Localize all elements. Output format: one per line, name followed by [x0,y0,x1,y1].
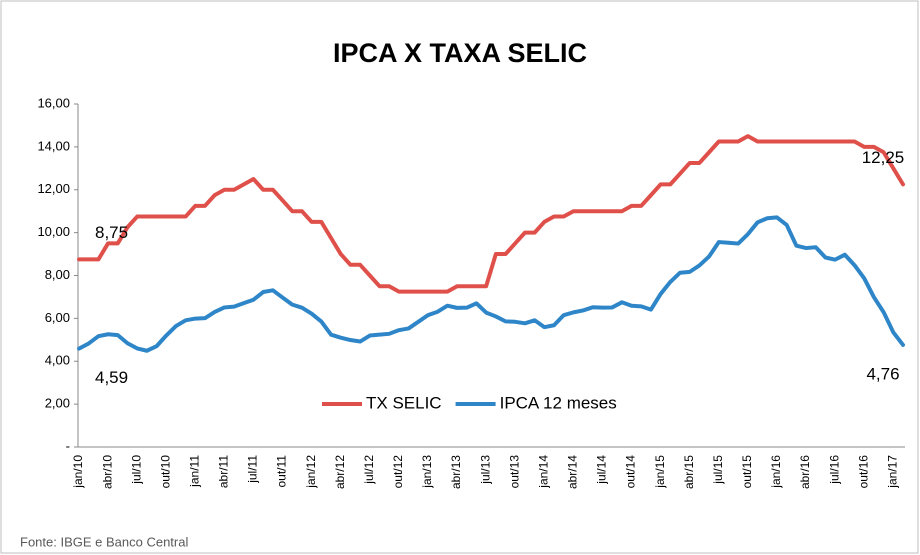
y-tick-label: 8,00 [45,267,70,282]
y-tick-label: 14,00 [37,138,70,153]
x-tick-label: jul/13 [478,455,492,485]
x-tick-label: abr/11 [217,455,231,488]
x-tick-label: out/12 [391,455,405,489]
x-tick-label: abr/15 [682,455,696,489]
y-tick-label: 12,00 [37,181,70,196]
y-tick-label: 16,00 [37,95,70,110]
x-tick-label: out/10 [158,455,172,489]
source-note: Fonte: IBGE e Banco Central [20,534,188,549]
x-tick-label: jan/10 [71,455,85,489]
chart-title: IPCA X TAXA SELIC [333,38,587,68]
x-tick-label: out/14 [624,455,638,489]
y-tick-label: - [66,438,70,453]
x-tick-label: jan/13 [420,455,434,489]
x-tick-label: jul/14 [595,455,609,485]
x-tick-label: jul/12 [362,455,376,485]
data-label: 4,76 [866,364,899,383]
x-tick-label: out/16 [856,455,870,489]
x-tick-label: out/15 [740,455,754,489]
series-line [77,215,905,353]
x-tick-label: abr/14 [566,455,580,489]
series-line [77,134,905,294]
legend-label: IPCA 12 meses [500,393,617,412]
x-tick-label: jan/17 [885,455,899,489]
x-tick-label: out/13 [507,455,521,489]
legend-label: TX SELIC [366,393,442,412]
x-tick-label: jan/11 [188,455,202,488]
data-label: 12,25 [862,148,905,167]
x-tick-label: abr/13 [449,455,463,489]
x-tick-label: jul/15 [711,455,725,485]
x-tick-label: abr/12 [333,455,347,489]
y-tick-label: 10,00 [37,224,70,239]
data-label: 8,75 [95,223,128,242]
x-tick-label: jan/16 [769,455,783,489]
data-label: 4,59 [95,368,128,387]
x-tick-label: jul/10 [129,455,143,485]
y-tick-label: 6,00 [45,310,70,325]
x-tick-label: abr/16 [798,455,812,489]
x-tick-label: out/11 [275,455,289,488]
x-tick-label: jan/12 [304,455,318,489]
y-tick-label: 4,00 [45,353,70,368]
x-tick-label: jul/16 [827,455,841,485]
x-tick-label: jul/11 [246,455,260,484]
y-tick-label: 2,00 [45,396,70,411]
x-tick-label: abr/10 [100,455,114,489]
x-tick-label: jan/15 [653,455,667,489]
x-tick-label: jan/14 [536,455,550,489]
